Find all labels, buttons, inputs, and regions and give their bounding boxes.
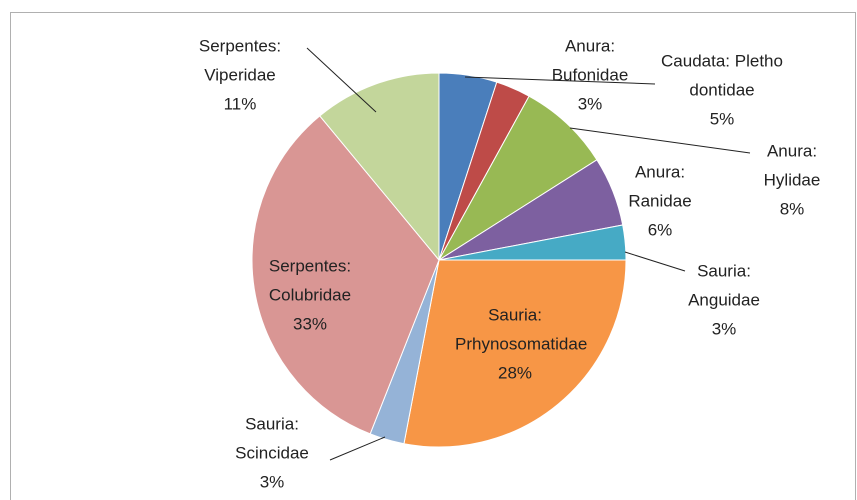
data-label: Anura: Hylidae 8% — [742, 137, 842, 224]
percent-label: 3% — [259, 472, 285, 492]
percent-label: 11% — [223, 94, 257, 114]
category-label: Sauria: Scincidae — [235, 414, 309, 463]
percent-label: 28% — [497, 363, 533, 383]
data-label: Caudata: Plethodontidae 5% — [661, 47, 783, 134]
leader-line — [569, 127, 751, 154]
data-label: Anura: Ranidae 6% — [610, 158, 710, 245]
leader-line — [624, 251, 686, 272]
data-label: Anura: Bufonidae 3% — [535, 32, 645, 119]
category-label: Caudata: Plethodontidae — [661, 51, 783, 100]
pie-slice — [319, 72, 440, 262]
percent-label: 6% — [647, 220, 673, 240]
pie-slice — [251, 115, 440, 435]
category-label: Sauria: Prhynosomatidae — [455, 305, 588, 354]
percent-label: 5% — [709, 109, 735, 129]
leader-line — [329, 436, 386, 461]
percent-label: 8% — [779, 199, 805, 219]
percent-label: 3% — [577, 94, 603, 114]
category-label: Anura: Hylidae — [763, 141, 821, 190]
data-label: Sauria: Scincidae 3% — [212, 410, 332, 497]
percent-label: 3% — [711, 319, 737, 339]
leader-line — [464, 76, 656, 85]
data-label: Sauria: Anguidae 3% — [669, 257, 779, 344]
data-label: Serpentes: Viperidae 11% — [175, 32, 305, 119]
percent-label: 33% — [292, 314, 328, 334]
category-label: Serpentes: Viperidae — [198, 36, 282, 85]
data-label: Serpentes: Colubridae 33% — [250, 252, 370, 339]
leader-line — [306, 47, 377, 113]
pie-slice — [403, 259, 627, 448]
category-label: Serpentes: Colubridae — [268, 256, 352, 305]
category-label: Anura: Ranidae — [628, 162, 692, 211]
data-label: Sauria: Prhynosomatidae 28% — [455, 301, 588, 388]
pie-slice — [438, 95, 598, 261]
category-label: Sauria: Anguidae — [688, 261, 760, 310]
category-label: Anura: Bufonidae — [551, 36, 629, 85]
